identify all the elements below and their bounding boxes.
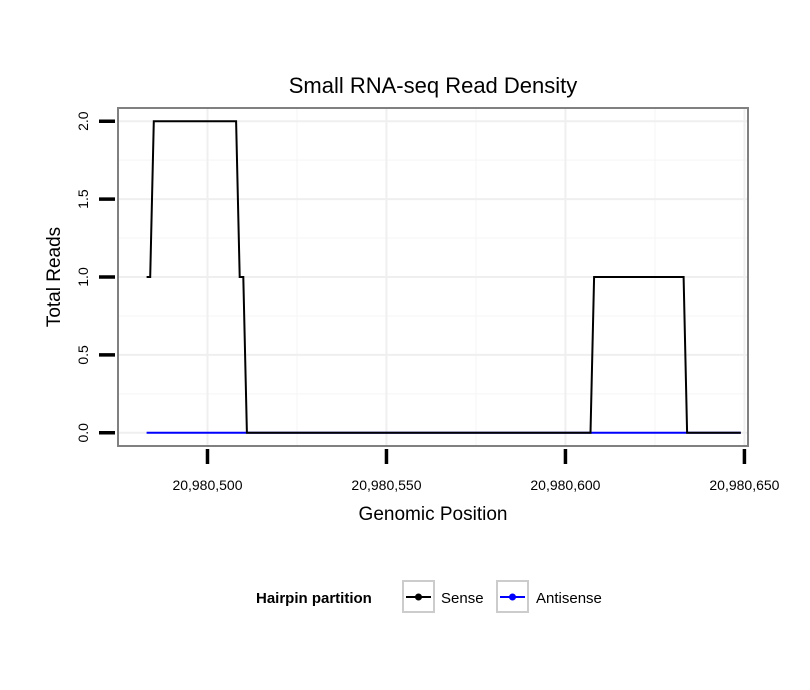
x-tick-label: 20,980,600	[530, 477, 600, 493]
y-tick-label: 1.0	[75, 267, 91, 287]
legend-label-antisense: Antisense	[536, 590, 602, 607]
chart-title: Small RNA-seq Read Density	[289, 73, 578, 98]
x-tick-label: 20,980,500	[172, 477, 242, 493]
series-lines	[146, 120, 741, 434]
y-axis-title: Total Reads	[44, 227, 65, 327]
series-line-sense	[146, 120, 741, 434]
y-tick-label: 2.0	[75, 111, 91, 131]
y-axis: 0.0 0.5 1.0 1.5 2.0	[75, 111, 115, 443]
legend-title: Hairpin partition	[256, 590, 372, 607]
y-tick-label: 1.5	[75, 189, 91, 209]
y-tick-label: 0.5	[75, 345, 91, 365]
legend-item-sense: Sense	[402, 580, 484, 613]
legend-item-antisense: Antisense	[496, 580, 602, 613]
x-axis: 20,980,500 20,980,550 20,980,600 20,980,650	[172, 449, 780, 493]
legend-marker-antisense	[509, 593, 516, 601]
legend-marker-sense	[415, 593, 422, 601]
x-tick-label: 20,980,650	[709, 477, 779, 493]
legend: Hairpin partition Sense Antisense	[256, 580, 602, 613]
x-tick-label: 20,980,550	[351, 477, 421, 493]
legend-label-sense: Sense	[441, 590, 484, 607]
x-axis-title: Genomic Position	[359, 504, 508, 525]
plot-panel-border	[117, 107, 749, 447]
y-tick-label: 0.0	[75, 423, 91, 443]
